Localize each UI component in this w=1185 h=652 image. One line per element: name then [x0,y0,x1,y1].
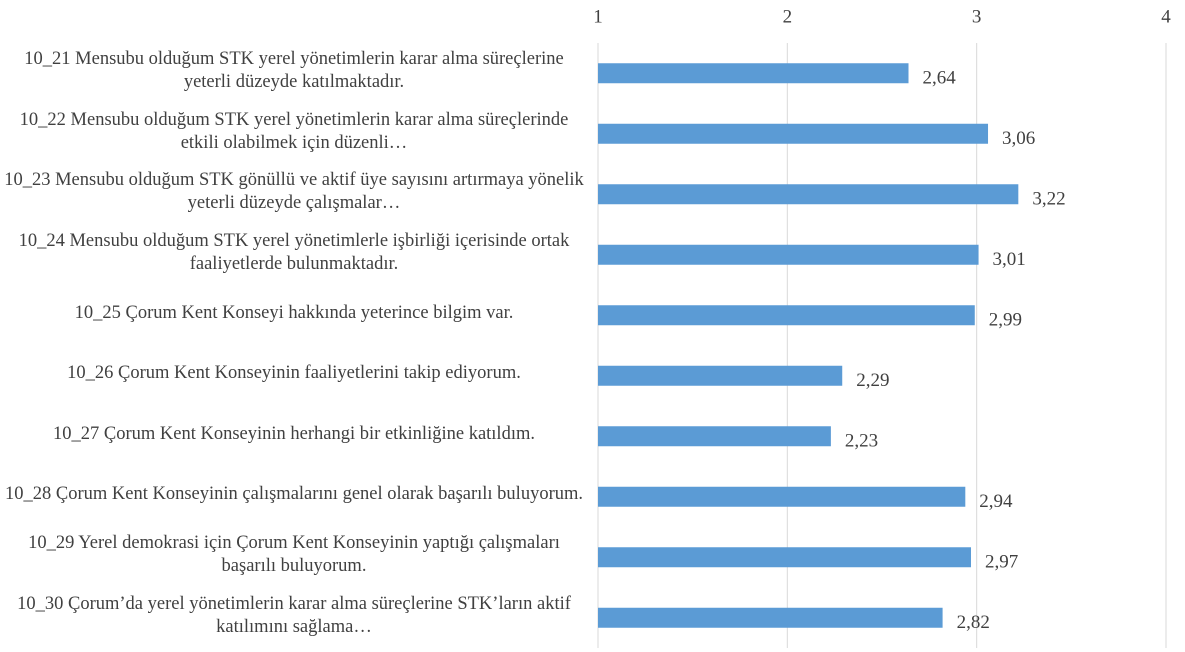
category-label: 10_24 Mensubu olduğum STK yerel yönetiml… [18,230,570,274]
bar [598,365,843,386]
category-label: 10_22 Mensubu olduğum STK yerel yönetiml… [19,109,569,153]
bar [598,305,975,326]
x-tick-label: 4 [1161,6,1171,27]
x-tick-label: 3 [972,6,982,27]
category-label: 10_27 Çorum Kent Konseyinin herhangi bir… [53,423,535,444]
category-label: 10_28 Çorum Kent Konseyinin çalışmaların… [5,484,583,505]
category-label: 10_21 Mensubu olduğum STK yerel yönetiml… [24,49,564,93]
bar [598,426,831,447]
value-label: 2,29 [856,370,889,391]
value-label: 2,64 [923,68,957,89]
value-label: 3,01 [993,249,1026,270]
value-label: 2,99 [989,310,1022,331]
value-label: 3,22 [1032,189,1065,210]
category-label: 10_25 Çorum Kent Konseyi hakkında yeteri… [74,302,514,323]
category-label: 10_30 Çorum’da yerel yönetimlerin karar … [17,593,571,637]
category-label: 10_26 Çorum Kent Konseyinin faaliyetleri… [67,363,521,384]
value-label: 2,23 [845,431,878,452]
value-label: 2,94 [979,491,1013,512]
value-label: 3,06 [1002,128,1035,149]
value-label: 2,97 [985,552,1018,573]
bar [598,547,971,568]
x-tick-label: 2 [783,6,793,27]
x-tick-label: 1 [593,6,603,27]
bar [598,184,1019,205]
bar [598,123,989,144]
value-label: 2,82 [957,612,990,633]
bar [598,607,943,628]
bar [598,63,909,84]
category-label: 10_29 Yerel demokrasi için Çorum Kent Ko… [28,533,560,577]
bar [598,486,966,507]
category-label: 10_23 Mensubu olduğum STK gönüllü ve akt… [4,170,584,214]
bar [598,244,979,265]
